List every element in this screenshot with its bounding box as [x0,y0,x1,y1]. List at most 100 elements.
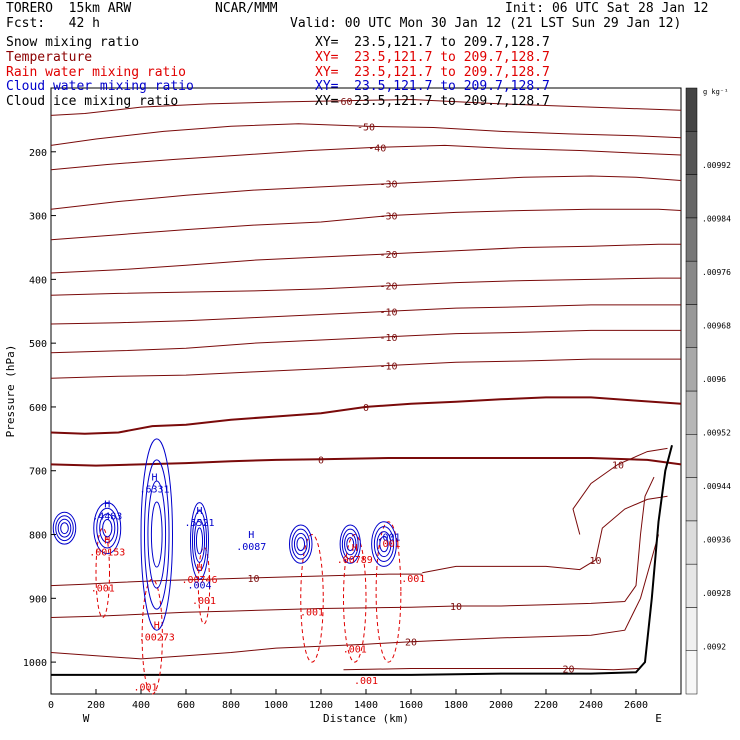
temperature-contour [50,123,682,146]
init-time: Init: 06 UTC Sat 28 Jan 12 [505,1,709,16]
temperature-contour [50,304,681,325]
cloud-water-contour [96,507,119,549]
rain-max-marker: H [196,563,202,574]
temperature-contour-label: -30 [379,212,397,223]
cloud-water-max-marker: H [248,530,254,541]
temperature-contour-label: 0 [363,403,369,414]
y-tick-label: 500 [29,339,47,350]
colorbar-swatch [685,304,698,348]
rain-contour [197,546,211,625]
temperature-contour-label: 20 [405,638,417,649]
temperature-contour-label: 10 [247,574,259,585]
colorbar-label: .00928 [702,589,731,598]
cloud-water-contour [191,510,208,572]
temperature-contour [343,668,639,671]
rain-contour-label: .001 [91,584,115,595]
cloud-contour-label: .001 [376,533,400,544]
rain-contour [95,527,110,618]
colorbar-swatch [685,260,698,305]
cloud-water-contour [143,459,170,610]
temperature-contour [50,534,659,660]
x-tick-label: 400 [132,700,150,711]
colorbar-label: .00984 [702,215,731,224]
temperature-contour [50,457,682,467]
rain-contour-label: .001 [354,676,378,687]
x-tick-label: 2600 [624,700,648,711]
rain-contour-label: .001 [343,644,367,655]
rain-contour-label: .001 [192,596,216,607]
temperature-contour-label: -20 [379,282,397,293]
temperature-contour-label: -60 [334,97,352,108]
y-tick-label: 200 [29,148,47,159]
terrain-line [51,444,673,676]
field-xy-temperature: XY= 23.5,121.7 to 209.7,128.7 [315,50,550,65]
x-end-label-east: E [655,712,662,725]
cloud-water-contour [147,480,167,589]
cloud-water-contour [140,438,173,631]
x-tick-label: 1400 [354,700,378,711]
valid-time: Valid: 00 UTC Mon 30 Jan 12 (21 LST Sun … [290,16,682,31]
cloud-water-contour [60,522,69,535]
cloud-water-max-marker: H [196,506,202,517]
temperature-contour [50,396,682,435]
model-name: TORERO 15km ARW [6,1,132,16]
temperature-contour-label: -10 [379,361,397,372]
rain-contour-label: .001 [401,574,425,585]
x-axis-title: Distance (km) [323,712,409,725]
y-tick-label: 300 [29,212,47,223]
colorbar-swatch [685,347,698,392]
temperature-contour-label: -50 [357,122,375,133]
temperature-contour [50,243,681,274]
temperature-contour [50,277,681,296]
x-tick-label: 800 [222,700,240,711]
org-name: NCAR/MMM [215,1,278,16]
rain-contour [300,534,324,663]
temperature-contour-label: 20 [562,664,574,675]
cloud-water-contour [195,527,204,555]
colorbar-swatch [685,650,698,695]
cloud-water-max-marker: H [104,499,110,510]
x-tick-label: 0 [48,700,54,711]
rain-max-marker: H [104,536,110,547]
temperature-contour-label: -20 [379,250,397,261]
rain-max-marker: H [154,621,160,632]
y-tick-label: 1000 [23,658,47,669]
temperature-contour [50,476,655,618]
x-tick-label: 200 [87,700,105,711]
colorbar-label: .00944 [702,482,731,491]
cloud-water-contour [55,515,74,542]
temperature-contour [50,358,681,379]
cloud-water-contour [93,502,122,555]
y-tick-label: 900 [29,594,47,605]
rain-contour-label: .001 [133,683,157,694]
cloud-water-contour [57,518,72,538]
y-tick-label: 400 [29,275,47,286]
temperature-contour-label: 10 [612,460,624,471]
y-tick-label: 800 [29,531,47,542]
x-tick-label: 1200 [309,700,333,711]
field-xy-cloud-ice: XY= 23.5,121.7 to 209.7,128.7 [315,94,550,109]
colorbar-swatch [685,174,698,219]
x-tick-label: 600 [177,700,195,711]
x-tick-label: 2000 [489,700,513,711]
temperature-contour-label: 10 [450,602,462,613]
cloud-water-contour [379,536,389,553]
temperature-contour-label: 10 [589,556,601,567]
field-label-temperature: Temperature [6,50,93,65]
cloud-contour-label: .004 [187,581,211,592]
rain-contour-label: .001 [376,539,400,550]
y-tick-label: 700 [29,467,47,478]
rain-contour [375,521,402,663]
field-xy-rain: XY= 23.5,121.7 to 209.7,128.7 [315,65,550,80]
temperature-contour [572,447,668,535]
temperature-contour [50,175,682,210]
colorbar-swatch [685,563,698,608]
cloud-water-max-value: .4483 [92,511,122,522]
colorbar-swatch [685,217,698,262]
colorbar-swatch [685,434,698,478]
cloud-water-contour [346,537,355,552]
colorbar-label: .00968 [702,322,731,331]
temperature-contour-label: -10 [379,307,397,318]
cloud-water-max-marker: H [151,473,157,484]
